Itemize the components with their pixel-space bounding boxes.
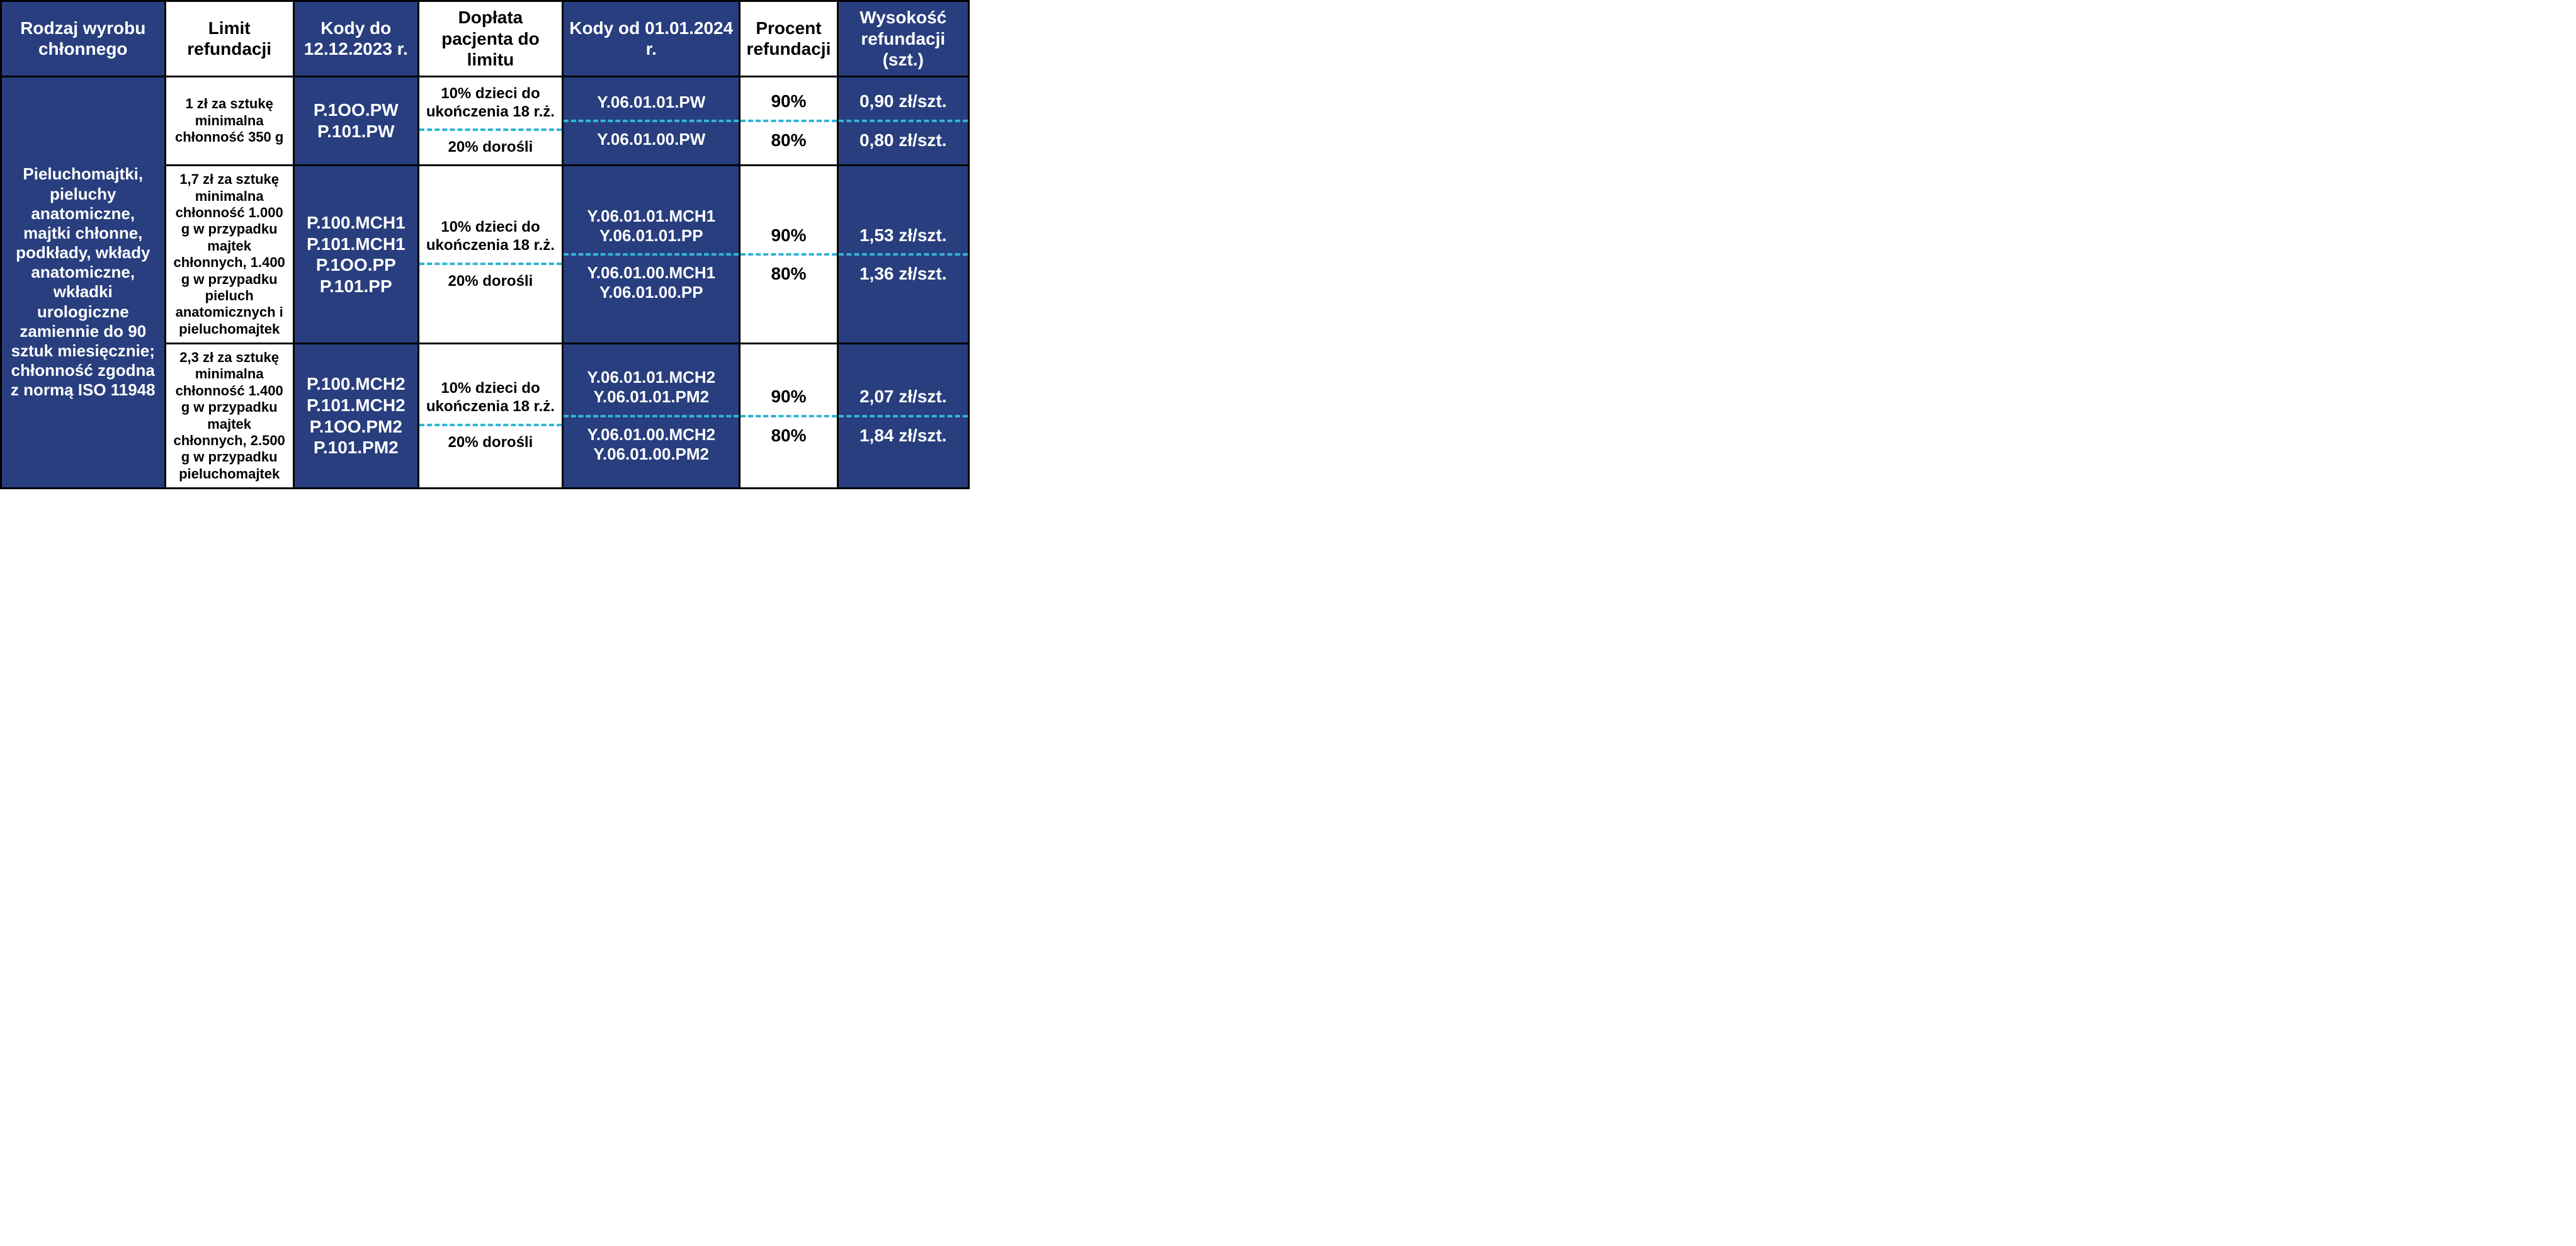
code-line: P.101.MCH1 <box>298 234 414 255</box>
pct-adult: 80% <box>740 256 836 292</box>
code-line: Y.06.01.01.PW <box>597 93 705 112</box>
cell-pay: 10% dzieci do ukończenia 18 r.ż. 20% dor… <box>418 166 562 344</box>
codesB-child: Y.06.01.01.MCH1 Y.06.01.01.PP <box>564 199 739 256</box>
code-line: Y.06.01.00.PM2 <box>587 445 715 464</box>
pay-adult: 20% dorośli <box>419 265 562 298</box>
code-line: P.100.MCH1 <box>298 212 414 234</box>
pay-child: 10% dzieci do ukończenia 18 r.ż. <box>419 372 562 426</box>
pct-child: 90% <box>740 217 836 256</box>
pct-adult: 80% <box>740 122 836 159</box>
cell-pct: 90% 80% <box>740 166 837 344</box>
cell-codesA: P.100.MCH1 P.101.MCH1 P.1OO.PP P.101.PP <box>293 166 418 344</box>
pct-child: 90% <box>740 83 836 122</box>
hdr-limit: Limit refundacji <box>165 1 293 77</box>
code-line: P.1OO.PP <box>298 254 414 276</box>
cell-pct: 90% 80% <box>740 344 837 489</box>
code-line: P.101.PP <box>298 276 414 297</box>
cell-codesB: Y.06.01.01.MCH2 Y.06.01.01.PM2 Y.06.01.0… <box>563 344 740 489</box>
cell-limit: 1 zł za sztukę minimalna chłonność 350 g <box>165 76 293 165</box>
amt-adult: 1,36 zł/szt. <box>839 256 968 292</box>
amt-adult: 0,80 zł/szt. <box>839 122 968 159</box>
code-line: P.1OO.PW <box>298 99 414 121</box>
codesB-child: Y.06.01.01.MCH2 Y.06.01.01.PM2 <box>564 360 739 417</box>
cell-amt: 2,07 zł/szt. 1,84 zł/szt. <box>837 344 969 489</box>
code-line: Y.06.01.01.PP <box>587 226 715 246</box>
pay-child: 10% dzieci do ukończenia 18 r.ż. <box>419 211 562 265</box>
code-line: P.100.MCH2 <box>298 373 414 395</box>
codesB-adult: Y.06.01.00.MCH1 Y.06.01.00.PP <box>564 256 739 310</box>
amt-child: 1,53 zł/szt. <box>839 217 968 256</box>
cell-limit: 2,3 zł za sztukę minimalna chłonność 1.4… <box>165 344 293 489</box>
amt-child: 2,07 zł/szt. <box>839 378 968 417</box>
amt-adult: 1,84 zł/szt. <box>839 417 968 454</box>
cell-codesA: P.100.MCH2 P.101.MCH2 P.1OO.PM2 P.101.PM… <box>293 344 418 489</box>
code-line: Y.06.01.00.MCH1 <box>587 263 715 283</box>
code-line: Y.06.01.00.PW <box>597 130 705 149</box>
pay-adult: 20% dorośli <box>419 426 562 460</box>
code-line: Y.06.01.01.PM2 <box>587 387 715 407</box>
codesB-adult: Y.06.01.00.MCH2 Y.06.01.00.PM2 <box>564 417 739 472</box>
code-line: P.101.PM2 <box>298 437 414 458</box>
hdr-amt: Wysokość refundacji (szt.) <box>837 1 969 77</box>
hdr-codesB: Kody od 01.01.2024 r. <box>563 1 740 77</box>
cell-codesA: P.1OO.PW P.101.PW <box>293 76 418 165</box>
hdr-type: Rodzaj wyrobu chłonnego <box>1 1 166 77</box>
refund-table: Rodzaj wyrobu chłonnego Limit refundacji… <box>0 0 970 489</box>
table-body: Pieluchomajtki, pieluchy anatomiczne, ma… <box>1 76 969 488</box>
table-header: Rodzaj wyrobu chłonnego Limit refundacji… <box>1 1 969 77</box>
hdr-pct: Procent refundacji <box>740 1 837 77</box>
cell-pct: 90% 80% <box>740 76 837 165</box>
cell-amt: 1,53 zł/szt. 1,36 zł/szt. <box>837 166 969 344</box>
cell-amt: 0,90 zł/szt. 0,80 zł/szt. <box>837 76 969 165</box>
table-row: Pieluchomajtki, pieluchy anatomiczne, ma… <box>1 76 969 165</box>
pay-adult: 20% dorośli <box>419 131 562 164</box>
code-line: P.1OO.PM2 <box>298 416 414 438</box>
codesB-adult: Y.06.01.00.PW <box>564 122 739 157</box>
pct-adult: 80% <box>740 417 836 454</box>
cell-limit: 1,7 zł za sztukę minimalna chłonność 1.0… <box>165 166 293 344</box>
cell-pay: 10% dzieci do ukończenia 18 r.ż. 20% dor… <box>418 76 562 165</box>
pay-child: 10% dzieci do ukończenia 18 r.ż. <box>419 77 562 132</box>
codesB-child: Y.06.01.01.PW <box>564 85 739 122</box>
cell-codesB: Y.06.01.01.MCH1 Y.06.01.01.PP Y.06.01.00… <box>563 166 740 344</box>
row-label: Pieluchomajtki, pieluchy anatomiczne, ma… <box>1 76 166 488</box>
pct-child: 90% <box>740 378 836 417</box>
hdr-pay: Dopłata pacjenta do limitu <box>418 1 562 77</box>
cell-pay: 10% dzieci do ukończenia 18 r.ż. 20% dor… <box>418 344 562 489</box>
code-line: Y.06.01.01.MCH1 <box>587 207 715 226</box>
cell-codesB: Y.06.01.01.PW Y.06.01.00.PW <box>563 76 740 165</box>
code-line: Y.06.01.00.PP <box>587 283 715 302</box>
code-line: P.101.PW <box>298 121 414 142</box>
code-line: Y.06.01.00.MCH2 <box>587 425 715 445</box>
amt-child: 0,90 zł/szt. <box>839 83 968 122</box>
code-line: P.101.MCH2 <box>298 395 414 416</box>
code-line: Y.06.01.01.MCH2 <box>587 368 715 387</box>
hdr-codesA: Kody do 12.12.2023 r. <box>293 1 418 77</box>
